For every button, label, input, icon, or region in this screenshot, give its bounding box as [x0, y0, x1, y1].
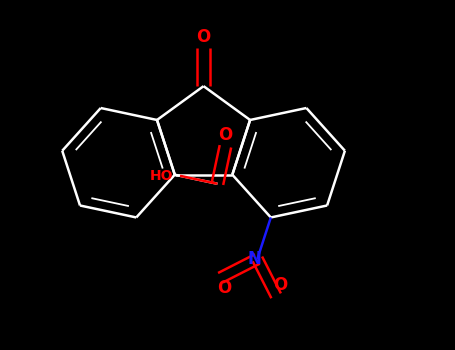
Text: N: N	[247, 250, 261, 268]
Text: O: O	[273, 276, 288, 294]
Text: HO: HO	[150, 169, 174, 183]
Text: O: O	[197, 28, 211, 46]
Text: O: O	[218, 126, 233, 144]
Text: O: O	[217, 279, 232, 298]
